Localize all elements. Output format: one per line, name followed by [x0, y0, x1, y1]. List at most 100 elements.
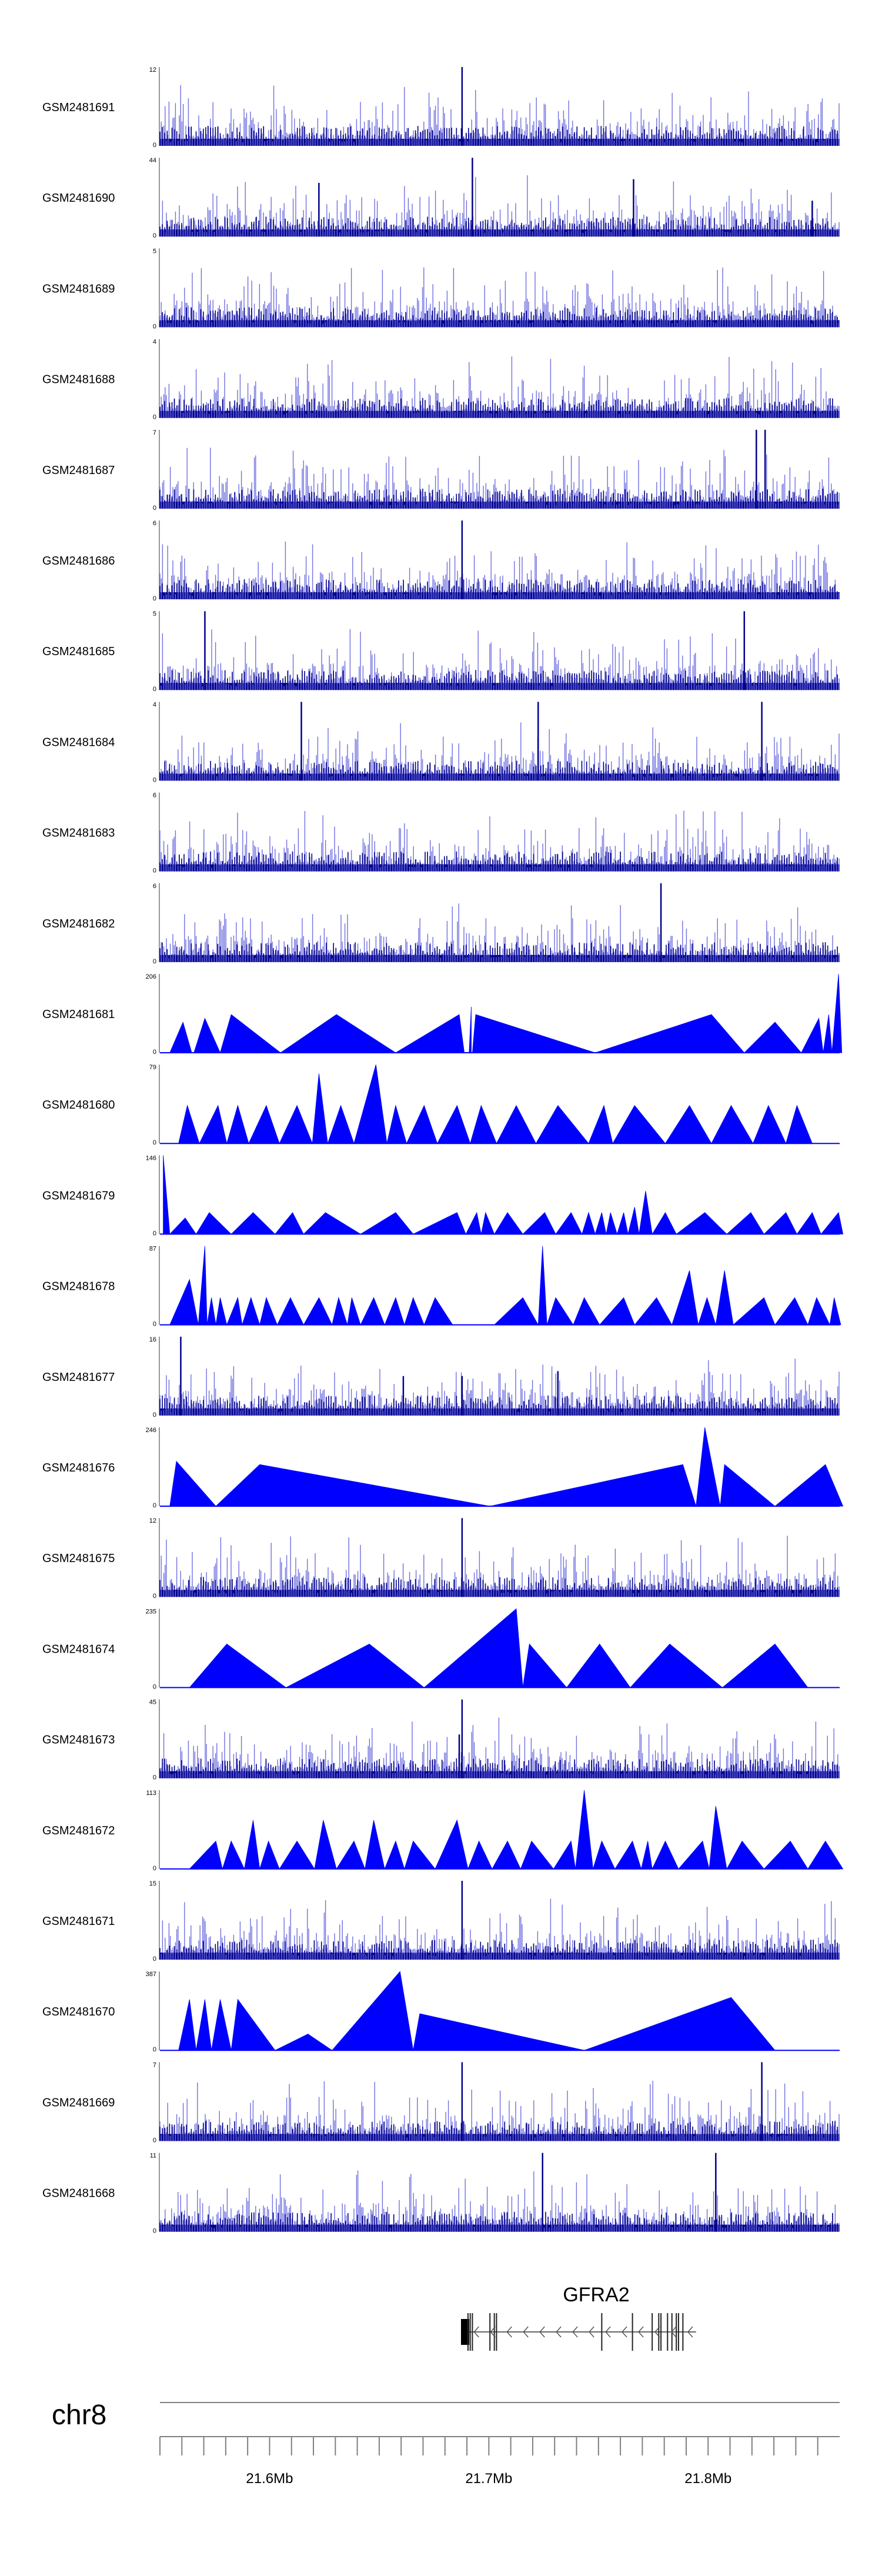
track-label: GSM2481686	[42, 555, 115, 568]
track-GSM2481681: GSM2481681 206 0	[42, 973, 843, 1056]
signal-area	[169, 973, 843, 1054]
y-max-tick-label: 5	[153, 610, 156, 618]
y-max-tick-label: 146	[146, 1154, 156, 1162]
y-min-tick-label: 0	[153, 958, 156, 965]
chromosome-label: chr8	[52, 2400, 106, 2431]
y-min-tick-label: 0	[153, 1956, 156, 1963]
y-max-tick-label: 6	[153, 520, 156, 527]
strand-arrow	[473, 2326, 479, 2338]
y-min-tick-label: 0	[153, 1774, 156, 1781]
track-label: GSM2481670	[42, 2006, 115, 2018]
signal-dense	[159, 851, 838, 872]
y-max-tick-label: 7	[153, 2061, 156, 2068]
track-GSM2481668: GSM2481668 11 0	[42, 2153, 840, 2235]
strand-arrow	[622, 2326, 627, 2338]
track-label: GSM2481689	[42, 282, 115, 295]
y-min-tick-label: 0	[153, 414, 156, 421]
y-max-tick-label: 16	[149, 1336, 156, 1343]
track-label: GSM2481673	[42, 1734, 115, 1747]
y-min-tick-label: 0	[153, 1683, 156, 1690]
track-label: GSM2481691	[42, 101, 115, 114]
track-label: GSM2481672	[42, 1824, 115, 1837]
signal-area	[163, 1155, 844, 1235]
track-label: GSM2481678	[42, 1280, 115, 1293]
y-max-tick-label: 45	[149, 1699, 156, 1706]
signal-spikes	[159, 1717, 840, 1778]
track-label: GSM2481690	[42, 192, 115, 205]
strand-arrow	[638, 2326, 644, 2338]
track-GSM2481670: GSM2481670 387 0	[42, 1971, 840, 2053]
track-GSM2481679: GSM2481679 146 0	[42, 1154, 844, 1237]
signal-dense	[159, 398, 838, 418]
y-max-tick-label: 7	[153, 429, 156, 436]
track-GSM2481686: GSM2481686 6 0	[42, 520, 840, 602]
track-GSM2481691: GSM2481691 12 0	[42, 66, 840, 149]
track-GSM2481685: GSM2481685 5 0	[42, 610, 840, 693]
strand-arrow	[523, 2326, 529, 2338]
track-label: GSM2481682	[42, 917, 115, 930]
y-max-tick-label: 6	[153, 883, 156, 890]
y-min-tick-label: 0	[153, 142, 156, 149]
track-GSM2481677: GSM2481677 16 0	[42, 1336, 840, 1419]
signal-dense	[159, 488, 838, 509]
y-max-tick-label: 6	[153, 792, 156, 799]
track-GSM2481669: GSM2481669 7 0	[42, 2061, 840, 2144]
track-GSM2481672: GSM2481672 113 0	[42, 1790, 844, 1872]
y-max-tick-label: 4	[153, 339, 156, 346]
signal-area	[169, 1246, 841, 1326]
strand-arrow	[556, 2326, 562, 2338]
signal-area	[189, 1608, 808, 1689]
y-max-tick-label: 246	[146, 1427, 156, 1434]
track-label: GSM2481680	[42, 1099, 115, 1112]
y-min-tick-label: 0	[153, 1049, 156, 1056]
signal-dense	[159, 126, 838, 146]
y-max-tick-label: 206	[146, 973, 156, 980]
strand-arrow	[654, 2326, 660, 2338]
axis-tick-label: 21.8Mb	[684, 2471, 731, 2487]
strand-arrow	[490, 2326, 496, 2338]
track-GSM2481671: GSM2481671 15 0	[42, 1880, 840, 1963]
y-max-tick-label: 12	[149, 66, 156, 74]
y-min-tick-label: 0	[153, 686, 156, 693]
track-GSM2481688: GSM2481688 4 0	[42, 339, 840, 421]
track-GSM2481683: GSM2481683 6 0	[42, 792, 840, 875]
data-tracks: GSM2481691120GSM2481690440GSM248168950GS…	[42, 66, 844, 2235]
signal-dense	[159, 760, 838, 781]
signal-dense	[159, 216, 838, 237]
track-GSM2481674: GSM2481674 235 0	[42, 1608, 840, 1690]
chromosome-track: chr8	[52, 2400, 840, 2431]
gene-track: GFRA2	[460, 2284, 696, 2351]
y-min-tick-label: 0	[153, 1412, 156, 1419]
signal-dense	[159, 1758, 838, 1778]
y-min-tick-label: 0	[153, 2228, 156, 2235]
signal-area	[178, 1971, 776, 2051]
track-GSM2481684: GSM2481684 4 0	[42, 701, 840, 783]
y-min-tick-label: 0	[153, 1230, 156, 1237]
y-min-tick-label: 0	[153, 1865, 156, 1872]
strand-arrow	[539, 2326, 545, 2338]
y-max-tick-label: 11	[150, 2153, 156, 2160]
gene-utr-block	[460, 2319, 469, 2345]
y-max-tick-label: 12	[149, 1517, 156, 1524]
y-min-tick-label: 0	[153, 505, 156, 512]
strand-arrow	[506, 2326, 512, 2338]
track-GSM2481673: GSM2481673 45 0	[42, 1699, 840, 1781]
y-min-tick-label: 0	[153, 776, 156, 783]
strand-arrow	[605, 2326, 611, 2338]
y-min-tick-label: 0	[153, 1321, 156, 1328]
track-label: GSM2481671	[42, 1915, 115, 1928]
y-min-tick-label: 0	[153, 2046, 156, 2053]
signal-area	[189, 1790, 844, 1870]
y-max-tick-label: 235	[146, 1608, 156, 1615]
track-label: GSM2481683	[42, 827, 115, 840]
signal-dense	[159, 2211, 838, 2232]
signal-dense	[159, 1395, 838, 1416]
axis-tick-label: 21.7Mb	[465, 2471, 512, 2487]
signal-area	[178, 1065, 813, 1144]
signal-dense	[159, 579, 838, 599]
genome-axis: 21.6Mb 21.7Mb 21.8Mb	[159, 2436, 840, 2487]
y-min-tick-label: 0	[153, 1593, 156, 1600]
y-max-tick-label: 4	[153, 701, 156, 708]
track-GSM2481682: GSM2481682 6 0	[42, 883, 840, 965]
